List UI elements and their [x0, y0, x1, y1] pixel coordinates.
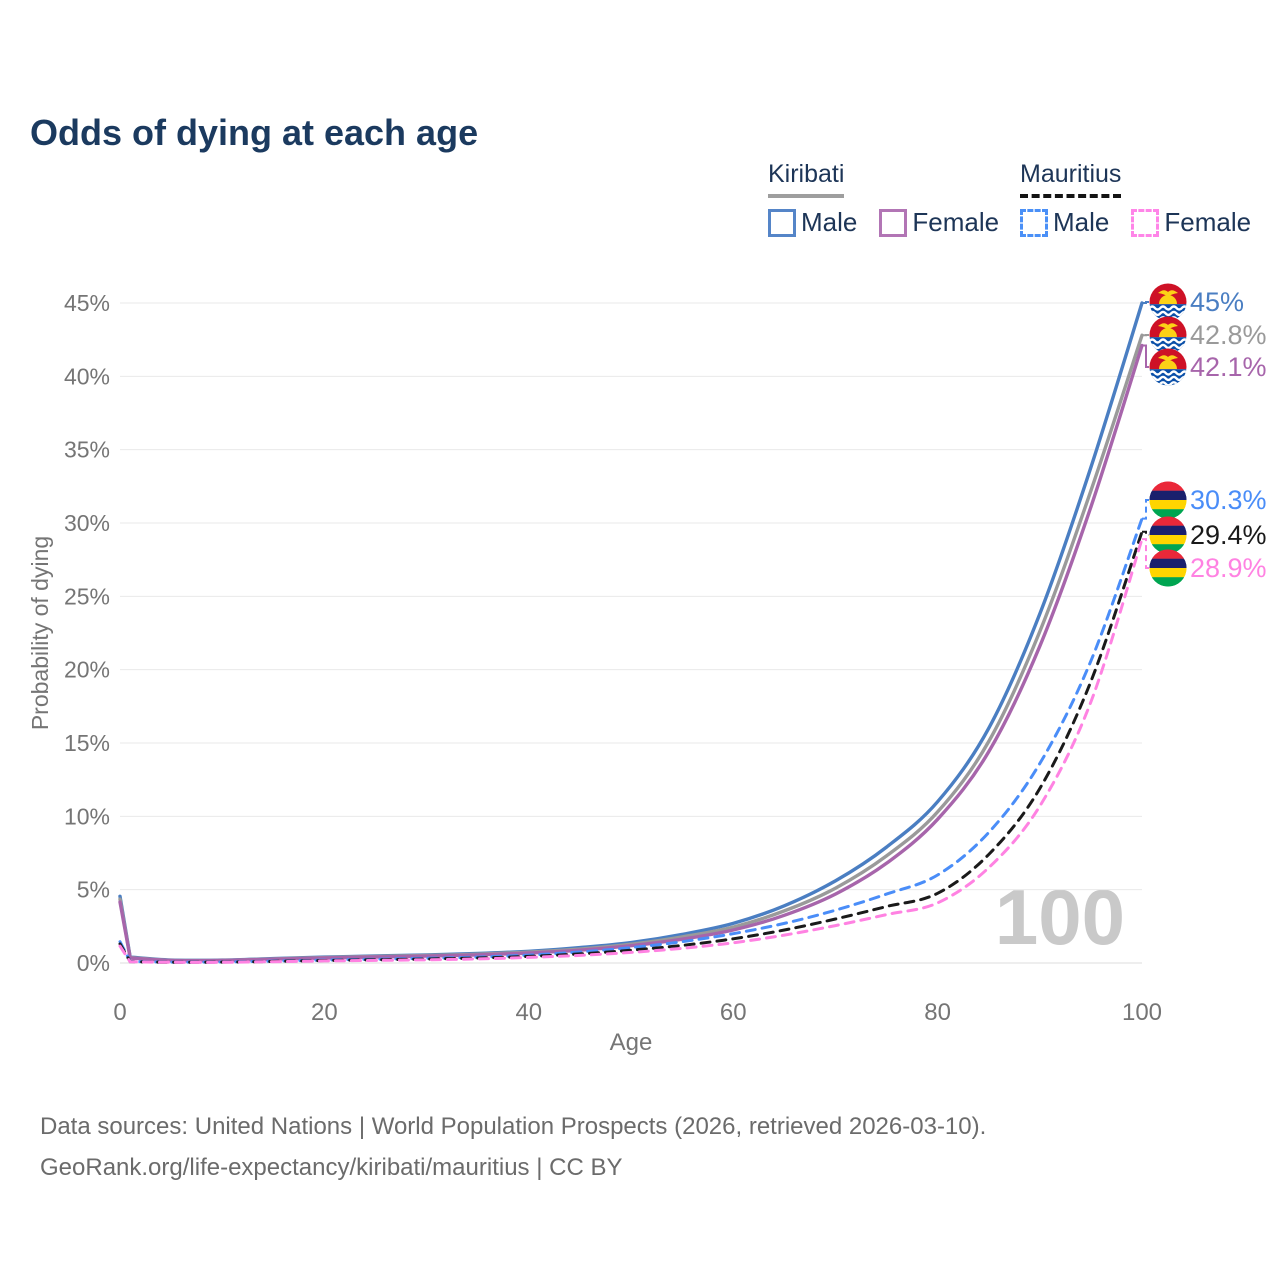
kiribati-flag-icon [1149, 348, 1187, 386]
legend-item-mauritius-female[interactable]: Female [1131, 207, 1251, 238]
legend: Kiribati Male Female Mauritius Male [0, 160, 1280, 250]
series-line-mauritius-female[interactable] [118, 537, 1144, 964]
y-tick-label: 0% [77, 950, 110, 976]
y-tick-label: 30% [64, 510, 110, 536]
legend-item-mauritius-male[interactable]: Male [1020, 207, 1109, 238]
y-tick-label: 40% [64, 363, 110, 389]
y-tick-label: 45% [64, 290, 110, 316]
footer: Data sources: United Nations | World Pop… [40, 1106, 986, 1188]
end-value-label: 28.9% [1190, 553, 1267, 583]
x-tick-label: 80 [924, 999, 951, 1026]
kiribati-flag-icon [1149, 316, 1187, 354]
label-connector [1142, 344, 1149, 368]
mauritius-flag-icon [1149, 481, 1187, 519]
x-tick-label: 0 [113, 999, 126, 1026]
x-tick-label: 40 [515, 999, 542, 1026]
series-line-kiribati-female[interactable] [118, 343, 1144, 963]
label-connector [1142, 530, 1149, 536]
page-title: Odds of dying at each age [30, 112, 479, 154]
y-tick-label: 35% [64, 437, 110, 463]
legend-item-label: Male [801, 207, 858, 237]
end-value-label: 30.3% [1190, 485, 1267, 515]
y-tick-label: 20% [64, 657, 110, 683]
y-axis-title: Probability of dying [27, 536, 53, 730]
legend-items-kiribati: Male Female [768, 207, 999, 238]
legend-item-kiribati-male[interactable]: Male [768, 207, 857, 238]
mauritius-flag-icon [1149, 516, 1187, 554]
x-tick-label: 20 [311, 999, 338, 1026]
legend-item-label: Female [912, 207, 1000, 237]
legend-item-kiribati-female[interactable]: Female [879, 207, 999, 238]
label-connector [1142, 538, 1149, 569]
y-tick-label: 25% [64, 583, 110, 609]
kiribati-flag-icon [1149, 283, 1187, 321]
series-line-kiribati-male[interactable] [118, 301, 1144, 963]
x-axis-title: Age [610, 1029, 653, 1056]
end-value-label: 29.4% [1190, 520, 1267, 550]
y-tick-label: 5% [77, 877, 110, 903]
series-line-kiribati-both[interactable] [118, 333, 1144, 963]
footer-data-sources: Data sources: United Nations | World Pop… [40, 1113, 987, 1140]
mauritius-female-swatch-icon [1131, 208, 1160, 237]
mauritius-flag-icon [1149, 549, 1187, 587]
footer-attribution: GeoRank.org/life-expectancy/kiribati/mau… [40, 1154, 623, 1181]
legend-items-mauritius: Male Female [1020, 207, 1251, 238]
x-tick-label: 100 [1122, 999, 1162, 1026]
legend-group-mauritius: Mauritius Male Female [1020, 160, 1251, 238]
kiribati-female-swatch-icon [879, 208, 908, 237]
legend-item-label: Female [1164, 207, 1252, 237]
line-chart: 100 0% 5% 10% 15% 20% 25% 30% 35% 40% 45% 0 20 40 60 80… [27, 283, 1267, 1056]
legend-country-kiribati: Kiribati [768, 160, 845, 198]
label-connector [1142, 301, 1149, 304]
end-value-label: 42.1% [1190, 352, 1267, 382]
y-tick-label: 15% [64, 730, 110, 756]
mauritius-male-swatch-icon [1020, 208, 1048, 237]
x-tick-label: 60 [720, 999, 747, 1026]
legend-group-kiribati: Kiribati Male Female [768, 160, 999, 238]
legend-item-label: Male [1053, 207, 1110, 237]
legend-country-mauritius: Mauritius [1020, 160, 1122, 198]
series-line-mauritius-male[interactable] [118, 517, 1144, 964]
end-value-label: 42.8% [1190, 320, 1267, 350]
y-tick-label: 10% [64, 803, 110, 829]
end-value-label: 45% [1190, 287, 1244, 317]
kiribati-male-swatch-icon [768, 208, 796, 237]
label-connector [1142, 499, 1149, 520]
watermark-age-label: 100 [995, 873, 1125, 961]
